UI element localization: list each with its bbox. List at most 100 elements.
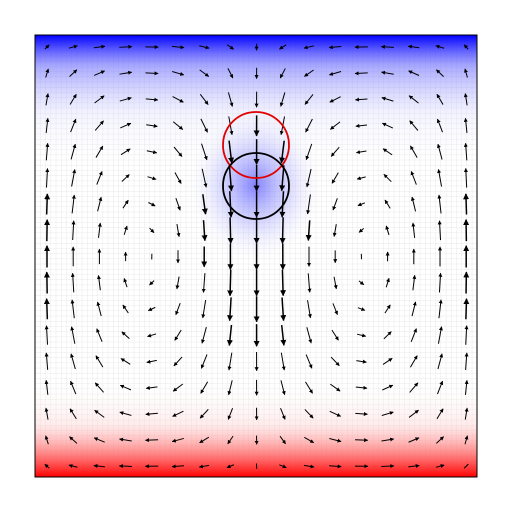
vector-arrow [280,297,287,322]
vector-arrow [436,143,443,160]
vector-arrow [305,168,312,188]
vector-arrow [329,438,342,443]
vector-arrow [330,356,340,367]
vector-arrow [172,96,184,103]
vector-arrow [199,436,210,444]
vector-arrow [279,217,286,244]
vector-arrow [332,198,338,211]
vector-arrow [437,220,442,241]
vector-arrow [381,437,395,442]
vector-arrow [199,69,210,77]
vector-arrow [408,95,419,104]
vector-arrow [148,202,156,207]
vector-arrow [69,408,77,420]
vector-arrow [279,92,286,107]
vector-arrow [146,123,158,128]
vector-arrow [96,171,103,185]
vector-arrow [306,194,311,215]
vector-arrow [382,357,393,365]
vector-arrow [357,307,366,311]
vector-arrow [384,199,391,209]
vector-arrow [330,146,340,157]
vector-arrow [200,118,208,133]
vector-arrow [307,300,312,319]
vector-arrow [227,191,234,218]
vector-arrow [119,411,132,416]
vector-arrow [201,143,208,161]
vector-arrow [44,463,50,469]
vector-arrow [305,220,312,242]
vector-arrow [227,92,234,107]
vector-arrow [94,120,104,131]
vector-arrow [408,70,420,76]
vector-arrow [280,352,286,371]
vector-arrow [198,464,210,469]
vector-arrow [329,96,341,103]
vector-arrow [464,435,469,445]
vector-arrow [328,71,342,76]
vector-arrow [328,45,342,50]
vector-arrow [437,169,443,187]
vector-arrow [437,353,444,370]
vector-arrow [438,299,443,319]
vector-arrow [96,275,101,291]
vector-arrow [44,435,49,445]
vector-arrow [147,306,156,312]
vector-arrow [227,269,234,297]
vector-arrow [45,168,50,188]
vector-arrow [173,356,183,367]
vector-arrow [354,97,368,102]
vector-arrow [119,70,133,75]
vector-arrow [227,165,234,192]
vector-arrow [71,194,76,214]
vector-arrow [354,71,368,76]
vector-arrow [227,217,234,244]
vector-arrow [280,324,287,346]
vector-arrow [95,355,104,368]
vector-arrow [408,409,419,418]
vector-arrow [412,274,417,291]
vector-arrow [436,380,444,395]
vector-arrow [464,325,469,345]
vector-arrow [145,97,159,102]
vector-arrow [68,44,78,49]
vector-arrow [70,143,77,160]
vector-arrow [463,142,468,161]
vector-arrow [227,435,234,445]
vector-arrow [304,94,314,105]
vector-arrow [307,273,312,293]
vector-arrow [381,96,394,102]
vector-arrow [463,93,468,106]
vector-arrow [410,328,417,342]
vector-arrow [410,196,417,212]
vector-arrow [97,222,102,238]
vector-arrow [409,120,419,131]
vector-arrow [45,68,50,78]
vector-arrow [226,324,233,347]
vector-arrow [123,278,128,288]
vector-arrow [227,407,234,420]
vector-arrow [355,411,368,416]
vector-arrow [303,464,315,469]
vector-arrow [332,224,337,237]
vector-arrow [228,140,235,164]
vector-arrow [436,93,444,105]
vector-arrow [463,298,470,320]
vector-arrow [44,44,50,50]
vector-arrow [69,69,78,77]
vector-arrow [199,93,209,105]
vector-arrow [280,380,286,396]
vector-arrow [119,384,132,391]
vector-arrow [383,331,392,340]
vector-arrow [200,354,208,369]
vector-arrow [385,277,390,288]
vector-arrow [356,176,366,181]
vector-arrow [358,228,365,233]
vector-arrow [93,437,105,443]
vector-arrow [226,464,235,469]
vector-arrow [120,358,131,365]
vector-arrow [437,194,442,214]
vector-arrow [145,71,159,76]
vector-arrow [147,176,157,181]
